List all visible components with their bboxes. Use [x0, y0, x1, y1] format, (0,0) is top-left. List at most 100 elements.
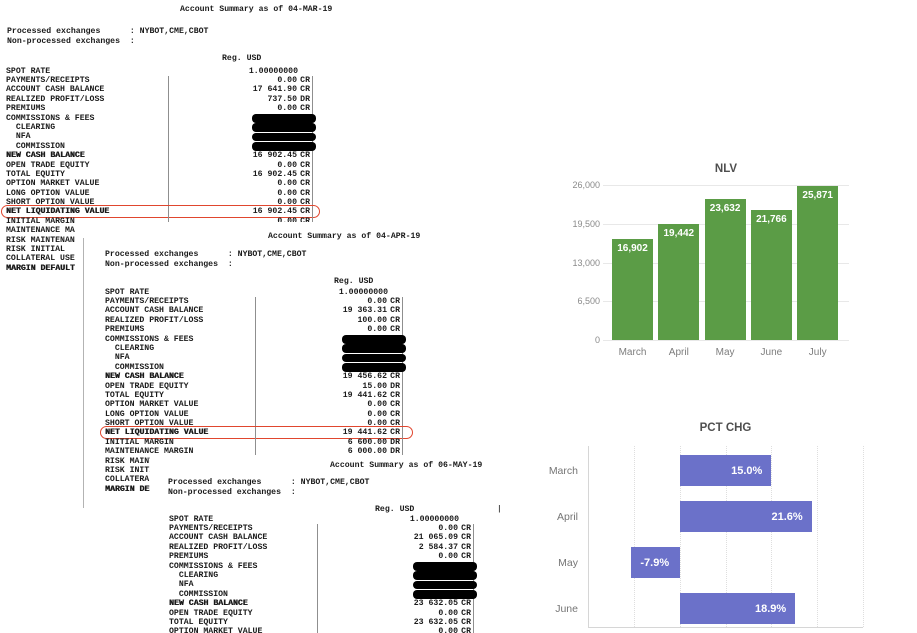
- row-value-cell: [168, 122, 316, 133]
- row-value-cell: 23 632.05 CR: [317, 599, 474, 609]
- row-label: INITIAL MARGIN: [6, 216, 75, 226]
- row-label: COMMISSION: [169, 589, 228, 599]
- nlv-bar-value-label: 23,632: [709, 203, 741, 215]
- nlv-ytick: 13,000: [572, 257, 600, 268]
- row-label: PAYMENTS/RECEIPTS: [6, 76, 90, 86]
- account-summary-mar: Account Summary as of 04-MAR-19 Processe…: [0, 0, 352, 272]
- row-value-cell: 19 441.62 CR: [255, 428, 403, 438]
- doc-row-commission: COMMISSION: [0, 141, 352, 152]
- row-suffix: CR: [390, 297, 400, 307]
- doc-row-short-option-value: SHORT OPTION VALUE 0.00 CR: [0, 198, 352, 208]
- redaction-bar: [413, 590, 477, 599]
- doc-row-maintenance-ma: MAINTENANCE MA: [0, 226, 352, 235]
- doc-row-commission: COMMISSION: [81, 362, 501, 373]
- doc-row-option-market-value: OPTION MARKET VALUE 0.00 CR: [0, 179, 352, 189]
- pct-gridline: [588, 446, 589, 627]
- exchanges-block: Processed exchanges : NYBOT,CME,CBOT Non…: [105, 250, 501, 269]
- pct-gridline: [633, 446, 635, 627]
- row-value-cell: 17 641.90 CR: [168, 85, 313, 95]
- row-suffix: CR: [461, 608, 471, 618]
- doc-row-initial-margin: INITIAL MARGIN 6 600.00 DR: [81, 437, 501, 448]
- exchanges-block: Processed exchanges : NYBOT,CME,CBOT Non…: [7, 27, 352, 46]
- row-label: RISK MAINTENAN: [6, 235, 75, 245]
- doc-row-long-option-value: LONG OPTION VALUE 0.00 CR: [0, 188, 352, 199]
- doc-row-clearing: CLEARING: [150, 570, 512, 581]
- row-suffix: DR: [390, 447, 400, 457]
- row-label: NFA: [169, 580, 194, 590]
- row-label: ACCOUNT CASH BALANCE: [169, 533, 268, 543]
- nlv-bar-june: [750, 210, 792, 340]
- row-label: ACCOUNT CASH BALANCE: [6, 85, 105, 95]
- doc-row-nfa: NFA: [81, 353, 501, 363]
- row-value: 19 441.62: [342, 390, 387, 400]
- row-value-cell: 2 584.37 CR: [317, 542, 474, 553]
- row-value: 6 600.00: [347, 437, 387, 447]
- doc-row-maintenance-margin: MAINTENANCE MARGIN 6 000.00 DR: [81, 447, 501, 457]
- row-suffix: CR: [390, 325, 400, 335]
- pct-bar-value-label: -7.9%: [640, 556, 670, 569]
- row-label: PAYMENTS/RECEIPTS: [169, 524, 253, 534]
- row-value: 0.00: [438, 552, 458, 562]
- row-label: TOTAL EQUITY: [105, 390, 164, 400]
- row-label: COMMISSIONS & FEES: [6, 113, 95, 123]
- row-value-cell: [317, 580, 477, 590]
- nlv-x-label-may: May: [715, 347, 735, 358]
- nlv-ytick: 6,500: [577, 296, 600, 307]
- pct-y-label-april: April: [556, 510, 578, 523]
- doc-row-spot-rate: SPOT RATE 1.00000000: [0, 67, 352, 76]
- row-label: COMMISSIONS & FEES: [105, 334, 194, 344]
- row-value: 16 902.45: [252, 207, 297, 217]
- row-value-cell: 737.50 DR: [168, 94, 313, 105]
- row-suffix: DR: [390, 381, 400, 391]
- doc-row-risk-maintenan: RISK MAINTENAN: [0, 236, 352, 245]
- pct-gridline: [725, 446, 727, 627]
- row-suffix: CR: [390, 390, 400, 400]
- row-suffix: CR: [390, 409, 400, 419]
- row-suffix: CR: [297, 217, 312, 226]
- row-value-cell: [168, 141, 316, 152]
- redaction-bar: [252, 113, 316, 123]
- nlv-gridline: [603, 340, 849, 341]
- row-value-cell: 6 000.00 DR: [255, 447, 403, 457]
- row-value: 19 441.62: [342, 428, 387, 438]
- nlv-bar-value-label: 19,442: [663, 228, 695, 240]
- row-value: 0.00: [367, 325, 387, 335]
- row-value-cell: 16 902.45 CR: [168, 151, 313, 161]
- doc-row-commissions-fees: COMMISSIONS & FEES: [0, 113, 352, 123]
- row-suffix: CR: [461, 552, 471, 562]
- nlv-gridline: [603, 185, 849, 186]
- nlv-bar-may: [704, 199, 746, 340]
- processed-exchanges-line: Processed exchanges : NYBOT,CME,CBOT: [105, 250, 307, 260]
- row-label: RISK INITIAL: [105, 466, 164, 476]
- document-title: Account Summary as of 04-APR-19: [268, 232, 421, 241]
- pct-y-label-may: May: [558, 556, 578, 569]
- row-suffix: CR: [390, 306, 400, 316]
- row-label: OPEN TRADE EQUITY: [105, 381, 189, 391]
- nlv-bar-chart: NLV 0 6,500 13,000 19,500 26,000 16,902 March 1…: [558, 158, 858, 363]
- row-suffix: CR: [390, 428, 400, 438]
- redaction-bar: [413, 580, 477, 590]
- doc-row-collateral-use: COLLATERAL USE: [0, 254, 352, 263]
- row-value: 0.00: [438, 608, 458, 618]
- doc-row-premiums: PREMIUMS 0.00 CR: [150, 552, 512, 562]
- document-rows: SPOT RATE 1.00000000 PAYMENTS/RECEIPTS 0.00…: [150, 515, 512, 633]
- nonprocessed-exchanges-line: Non-processed exchanges :: [7, 36, 135, 46]
- doc-row-net-liquidating-value: NET LIQUIDATING VALUE 19 441.62 CR: [81, 426, 501, 440]
- row-suffix: CR: [300, 151, 310, 161]
- doc-row-option-market-value: OPTION MARKET VALUE 0.00 CR: [81, 400, 501, 410]
- page-edge-line: [83, 238, 84, 508]
- row-label: RISK INITIAL: [6, 245, 65, 255]
- nlv-ytick: 26,000: [572, 180, 600, 190]
- pct-y-label-march: March: [548, 464, 578, 477]
- doc-row-new-cash-balance: NEW CASH BALANCE 23 632.05 CR: [150, 599, 512, 609]
- row-label: COLLATERAL USE: [6, 254, 75, 264]
- row-value: 21 065.09: [413, 533, 458, 543]
- row-value: 0.00: [277, 188, 297, 198]
- row-label: MAINTENANCE MA: [6, 226, 75, 236]
